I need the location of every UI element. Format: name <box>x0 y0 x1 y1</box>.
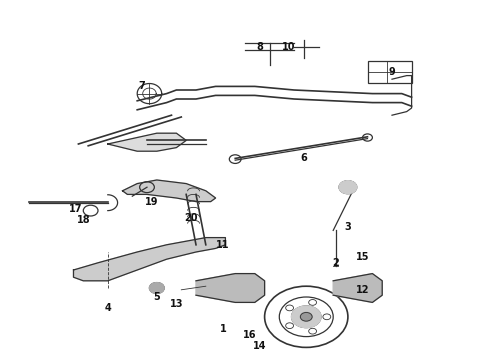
Text: 14: 14 <box>253 341 267 351</box>
Text: 7: 7 <box>139 81 146 91</box>
Circle shape <box>149 283 164 293</box>
Text: 10: 10 <box>282 42 296 52</box>
Text: 15: 15 <box>356 252 369 262</box>
Polygon shape <box>333 274 382 302</box>
Text: 12: 12 <box>356 285 369 295</box>
Circle shape <box>323 314 331 320</box>
Text: 19: 19 <box>145 197 159 207</box>
Text: 8: 8 <box>256 42 263 52</box>
Text: 17: 17 <box>69 204 83 214</box>
Polygon shape <box>108 133 186 151</box>
Circle shape <box>292 306 321 328</box>
Text: 16: 16 <box>243 330 257 340</box>
Text: 5: 5 <box>153 292 160 302</box>
Circle shape <box>309 328 317 334</box>
Text: 4: 4 <box>104 303 111 313</box>
Circle shape <box>300 312 312 321</box>
Text: 18: 18 <box>76 215 90 225</box>
Circle shape <box>286 323 294 329</box>
Polygon shape <box>74 238 225 281</box>
Circle shape <box>339 181 357 194</box>
Text: 1: 1 <box>220 324 226 334</box>
Text: 13: 13 <box>170 299 183 309</box>
Polygon shape <box>122 180 216 202</box>
Circle shape <box>309 300 317 305</box>
Polygon shape <box>196 274 265 302</box>
Text: 2: 2 <box>332 258 339 268</box>
Text: 6: 6 <box>300 153 307 163</box>
Text: 20: 20 <box>184 213 198 223</box>
Text: 9: 9 <box>389 67 395 77</box>
Text: 11: 11 <box>216 240 230 250</box>
Text: 3: 3 <box>344 222 351 232</box>
Circle shape <box>286 305 294 311</box>
